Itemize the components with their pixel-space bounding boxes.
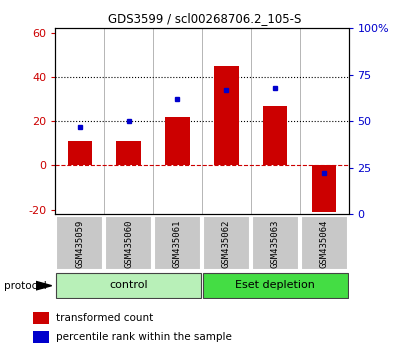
Bar bbox=[165, 117, 189, 166]
Bar bbox=[33, 312, 49, 324]
FancyBboxPatch shape bbox=[56, 273, 200, 298]
Text: GSM435059: GSM435059 bbox=[75, 219, 84, 268]
FancyBboxPatch shape bbox=[56, 217, 103, 270]
Text: GSM435061: GSM435061 bbox=[173, 219, 182, 268]
FancyBboxPatch shape bbox=[202, 217, 249, 270]
FancyBboxPatch shape bbox=[105, 217, 152, 270]
Text: GDS3599 / scl00268706.2_105-S: GDS3599 / scl00268706.2_105-S bbox=[108, 12, 301, 25]
Bar bbox=[116, 141, 141, 166]
Text: GSM435063: GSM435063 bbox=[270, 219, 279, 268]
Text: Eset depletion: Eset depletion bbox=[235, 280, 315, 290]
Text: GSM435064: GSM435064 bbox=[319, 219, 328, 268]
Bar bbox=[33, 331, 49, 343]
FancyBboxPatch shape bbox=[251, 217, 298, 270]
Text: GSM435062: GSM435062 bbox=[221, 219, 230, 268]
Text: control: control bbox=[109, 280, 148, 290]
FancyBboxPatch shape bbox=[202, 273, 347, 298]
Text: transformed count: transformed count bbox=[56, 313, 153, 323]
Bar bbox=[213, 66, 238, 166]
Polygon shape bbox=[36, 281, 52, 290]
Bar bbox=[311, 166, 335, 212]
Bar bbox=[67, 141, 92, 166]
Text: GSM435060: GSM435060 bbox=[124, 219, 133, 268]
Bar bbox=[262, 106, 287, 166]
Text: percentile rank within the sample: percentile rank within the sample bbox=[56, 332, 231, 342]
Text: protocol: protocol bbox=[4, 281, 47, 291]
FancyBboxPatch shape bbox=[154, 217, 200, 270]
FancyBboxPatch shape bbox=[300, 217, 347, 270]
